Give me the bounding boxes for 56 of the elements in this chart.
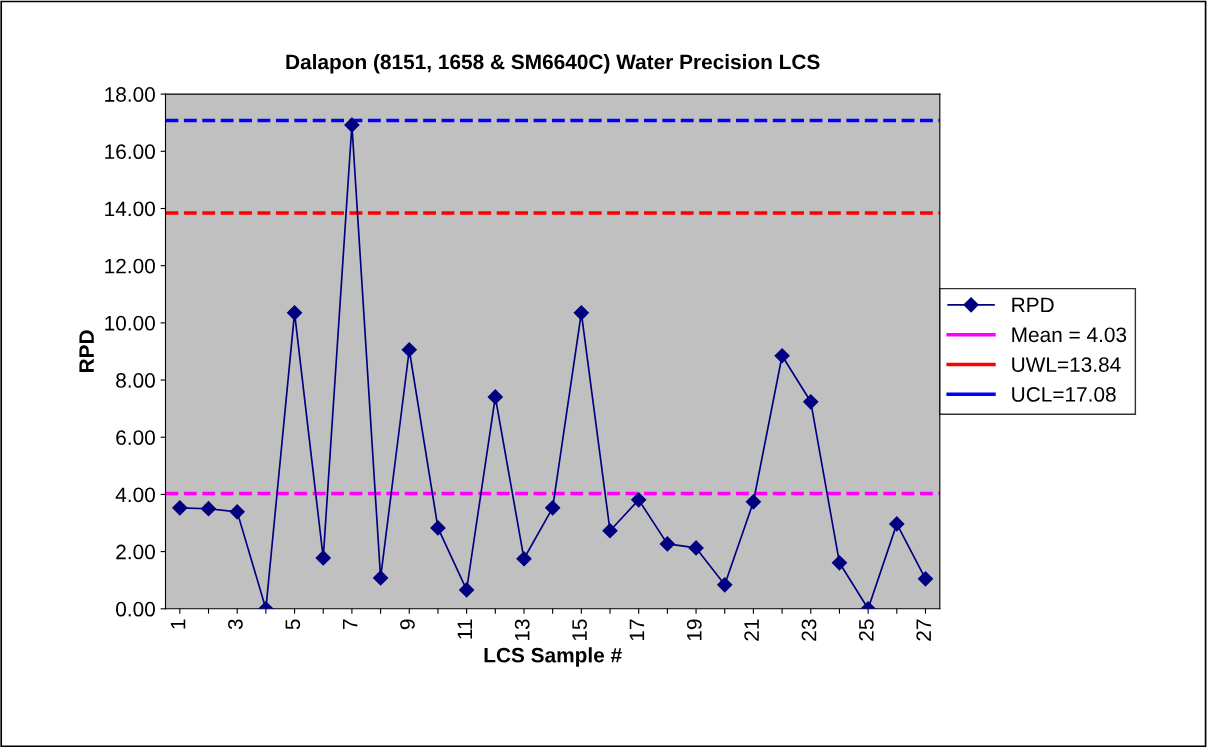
point bbox=[373, 570, 389, 586]
point bbox=[659, 536, 675, 552]
point bbox=[573, 305, 589, 321]
y-tick-label: 6.00 bbox=[116, 430, 155, 445]
y-tick-label: 4.00 bbox=[115, 487, 155, 503]
point bbox=[344, 117, 360, 133]
point bbox=[745, 494, 761, 510]
x-tick-label: 27 bbox=[916, 619, 931, 641]
point bbox=[286, 305, 303, 321]
x-tick-label: 11 bbox=[457, 619, 473, 639]
y-tick-label: 8.00 bbox=[116, 373, 155, 388]
point bbox=[602, 523, 618, 539]
x-tick-label: 3 bbox=[228, 619, 243, 630]
legend-label: Mean = 4.03 bbox=[1012, 327, 1127, 343]
y-tick-label: 18.00 bbox=[105, 87, 155, 102]
x-tick-label: 13 bbox=[514, 619, 530, 641]
point bbox=[631, 492, 647, 508]
point bbox=[803, 394, 819, 410]
point bbox=[200, 501, 217, 517]
x-tick-label: 23 bbox=[801, 619, 817, 641]
point bbox=[487, 389, 503, 405]
point bbox=[430, 520, 446, 536]
x-tick-label: 21 bbox=[744, 619, 759, 641]
x-tick-label: 5 bbox=[285, 619, 301, 630]
point bbox=[889, 516, 905, 532]
point bbox=[545, 500, 561, 516]
point bbox=[717, 577, 733, 593]
point bbox=[774, 348, 790, 364]
x-tick-label: 25 bbox=[858, 619, 874, 641]
x-tick-label: 17 bbox=[629, 619, 645, 641]
point bbox=[172, 500, 188, 516]
y-tick-label: 16.00 bbox=[105, 144, 155, 160]
point bbox=[229, 504, 245, 520]
point bbox=[401, 342, 417, 358]
chart-title: Dalapon (8151, 1658 & SM6640C) Water Precision LCS bbox=[286, 54, 820, 74]
y-tick-label: 12.00 bbox=[105, 258, 155, 274]
legend-label: UCL=17.08 bbox=[1012, 387, 1116, 402]
x-tick-label: 19 bbox=[686, 619, 702, 641]
point bbox=[459, 582, 475, 598]
point bbox=[516, 551, 532, 567]
y-tick-label: 14.00 bbox=[105, 201, 155, 217]
x-tick-label: 1 bbox=[170, 619, 186, 629]
y-axis-title: RPD bbox=[79, 330, 94, 373]
legend-label: UWL=13.84 bbox=[1012, 357, 1121, 372]
legend-label: RPD bbox=[1012, 297, 1054, 313]
x-tick-label: 15 bbox=[572, 619, 587, 641]
y-tick-label: 10.00 bbox=[105, 315, 155, 331]
point bbox=[831, 555, 848, 571]
point bbox=[917, 571, 934, 587]
y-tick-label: 0.00 bbox=[116, 601, 155, 617]
point bbox=[688, 540, 704, 556]
x-axis-title: LCS Sample # bbox=[484, 647, 622, 667]
x-tick-label: 9 bbox=[400, 619, 415, 630]
y-tick-label: 2.00 bbox=[116, 544, 155, 560]
point bbox=[315, 550, 331, 566]
x-tick-label: 7 bbox=[342, 619, 358, 630]
